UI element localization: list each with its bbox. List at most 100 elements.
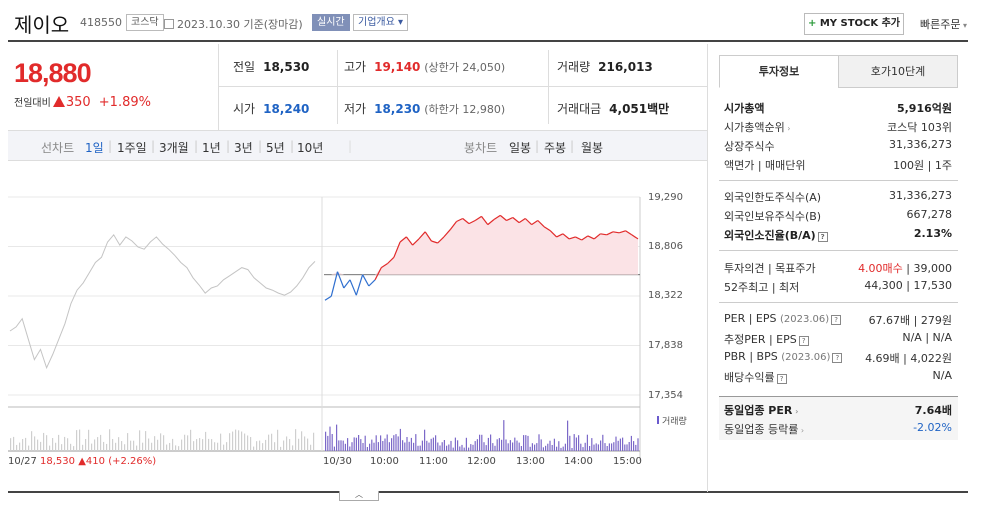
tab-order-book[interactable]: 호가10단계 [838, 55, 958, 88]
volume-bar [362, 443, 364, 451]
volume-bar [619, 438, 621, 451]
separator: | [290, 139, 295, 153]
volume-bar [64, 436, 66, 451]
volume-bar [259, 440, 261, 451]
candle-weekly[interactable]: 주봉 [544, 141, 567, 155]
volume-bar [538, 434, 540, 451]
volume-bar [622, 437, 624, 451]
volume-bar [406, 437, 408, 451]
dividend-row: 배당수익률? N/A [724, 369, 952, 387]
price-line-segment [619, 230, 626, 234]
period-1w[interactable]: 1주일 [117, 141, 147, 155]
help-icon[interactable]: ? [831, 315, 842, 325]
company-overview-dropdown[interactable]: 기업개요 ▾ [353, 14, 409, 31]
candle-daily[interactable]: 일봉 [509, 141, 532, 155]
price-line-segment [468, 219, 476, 225]
collapse-button[interactable]: ︿ [339, 491, 379, 501]
volume-bar [595, 443, 597, 451]
open-price: 시가 18,240 [233, 100, 309, 117]
volume-bar [355, 437, 357, 451]
period-10y[interactable]: 10년 [297, 141, 324, 155]
price-line-segment [387, 256, 395, 264]
price-line-segment [562, 233, 570, 240]
foreign-limit-value: 31,336,273 [889, 189, 952, 202]
target-price: 39,000 [913, 262, 953, 275]
foreign-ratio-value: 2.13% [913, 227, 952, 240]
sector-change-label[interactable]: 동일업종 등락률 › [724, 421, 804, 437]
sector-per-label[interactable]: 동일업종 PER › [724, 402, 798, 418]
volume-bar [611, 443, 613, 451]
per-row: PER | EPS (2023.06)? 67.67배 | 279원 [724, 312, 952, 330]
price-line-segment [380, 262, 388, 269]
volume-bar [94, 439, 96, 451]
amount-value: 4,051 [609, 102, 648, 116]
price-line-segment [456, 217, 463, 223]
volume-bar [40, 441, 42, 451]
volume-bar [410, 437, 412, 451]
volume-bar [82, 444, 84, 451]
volume-bar [52, 438, 54, 451]
volume-bar [529, 446, 531, 451]
volume-bar [217, 442, 219, 451]
separator: | [348, 139, 353, 153]
volume-bar [536, 443, 538, 451]
volume-bar [307, 438, 309, 451]
period-1d[interactable]: 1일 [85, 141, 104, 155]
volume-bar [25, 437, 27, 451]
volume-bar [547, 443, 549, 451]
price-line-segment [587, 235, 595, 240]
volume-bar [76, 430, 78, 451]
tab-investment-info[interactable]: 투자정보 [719, 55, 839, 88]
dividend-label: 배당수익률? [724, 369, 787, 385]
help-icon[interactable]: ? [798, 336, 809, 346]
volume-bar [573, 434, 575, 451]
quick-order-link[interactable]: 빠른주문 ▾ [920, 16, 967, 32]
y-tick: 18,806 [648, 241, 683, 252]
period-1y[interactable]: 1년 [202, 141, 221, 155]
help-icon[interactable]: ? [776, 374, 787, 384]
price-line-segment [393, 241, 401, 258]
volume-bar [564, 443, 566, 451]
price-line-segment [474, 215, 482, 222]
sector-box [719, 396, 958, 440]
volume-bar [481, 434, 483, 451]
volume-bar [441, 442, 443, 451]
per-label-text: PER | EPS [724, 312, 777, 325]
volume-bar [190, 429, 192, 451]
period-5y[interactable]: 5년 [266, 141, 285, 155]
help-icon[interactable]: ? [832, 353, 843, 363]
volume-bar [591, 438, 593, 451]
rank-label[interactable]: 시가총액순위 › [724, 119, 790, 135]
price-line-segment [543, 226, 551, 232]
opinion-rating: 4.00매수 [858, 262, 903, 275]
help-icon[interactable]: ? [817, 232, 828, 242]
volume-bar [371, 439, 373, 451]
realtime-button[interactable]: 실시간 [312, 14, 350, 31]
volume-bar [413, 442, 415, 451]
price-line-segment [518, 217, 526, 224]
volume-bar [507, 443, 509, 451]
volume-bar [360, 439, 362, 451]
volume-bar [10, 438, 12, 451]
investment-info-panel: 투자정보 호가10단계 시가총액 5,916억원 시가총액순위 › 코스닥 103위… [707, 44, 968, 492]
volume-bar [139, 430, 141, 451]
period-3m[interactable]: 3개월 [159, 141, 189, 155]
volume-bar [514, 437, 516, 451]
price-line-segment [549, 230, 558, 238]
period-3y[interactable]: 3년 [234, 141, 253, 155]
volume-bar [277, 429, 279, 451]
intraday-chart[interactable] [8, 161, 707, 493]
y-tick: 19,290 [648, 192, 683, 203]
volume-bar [280, 446, 282, 451]
price-line-segment [481, 216, 489, 225]
volume-bar [479, 434, 481, 451]
my-stock-add-button[interactable]: + MY STOCK 추가 [804, 13, 904, 35]
low-price: 저가 18,230 (하한가 12,980) [344, 100, 505, 117]
volume-bar [130, 440, 132, 451]
volume-bar [342, 440, 344, 451]
volume: 거래량 216,013 [557, 58, 653, 75]
shares-value: 31,336,273 [889, 138, 952, 151]
volume-bar [118, 437, 120, 451]
candle-monthly[interactable]: 월봉 [581, 141, 604, 155]
volume-bar [235, 429, 237, 451]
